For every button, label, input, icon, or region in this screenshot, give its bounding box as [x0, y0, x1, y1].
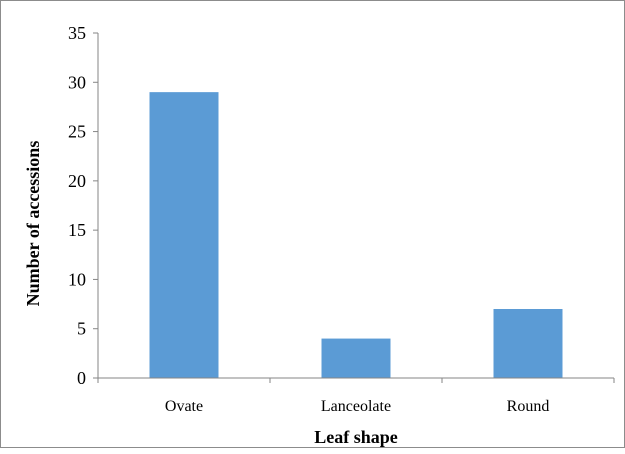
x-category-label: Round	[507, 398, 550, 415]
y-tick-label: 15	[68, 220, 86, 240]
y-tick-label: 20	[68, 171, 86, 191]
x-category-label: Lanceolate	[321, 398, 391, 415]
y-tick-label: 10	[68, 269, 86, 289]
y-tick-label: 30	[68, 72, 86, 92]
y-tick-label: 25	[68, 122, 86, 142]
y-ticks-group: 0 5 10 15 20 25 30 35	[68, 23, 615, 388]
x-axis-title: Leaf shape	[314, 427, 398, 447]
y-tick-label: 5	[77, 319, 86, 339]
x-labels-group: Ovate Lanceolate Round	[165, 398, 549, 415]
x-category-label: Ovate	[165, 398, 203, 415]
y-tick-label: 0	[77, 368, 86, 388]
bar-round	[493, 309, 563, 378]
bar-lanceolate	[321, 338, 391, 378]
y-tick-label: 35	[68, 23, 86, 43]
axes-group	[97, 33, 614, 379]
y-axis-title: Number of accessions	[23, 141, 43, 307]
bars-group	[149, 92, 563, 379]
bar-ovate	[149, 92, 219, 379]
